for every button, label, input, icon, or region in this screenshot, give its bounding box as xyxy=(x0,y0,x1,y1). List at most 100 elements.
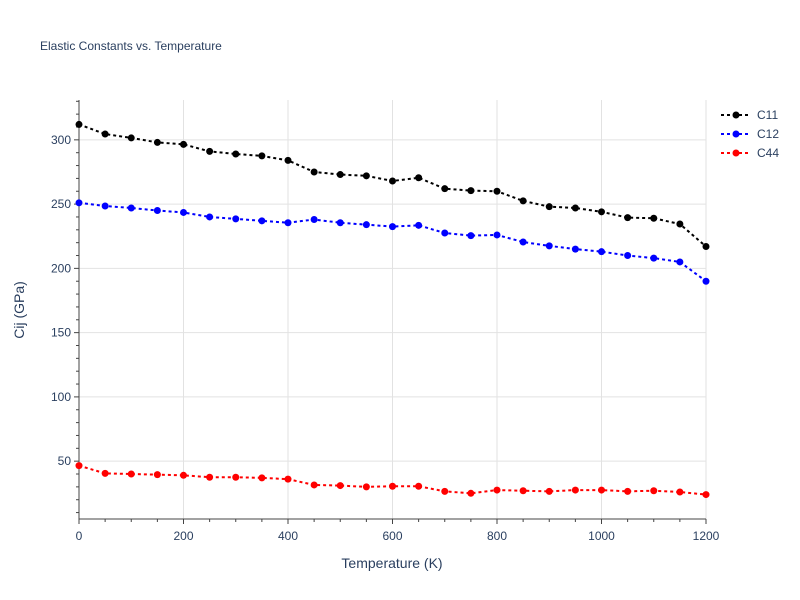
data-point xyxy=(702,277,710,285)
x-tick-label: 800 xyxy=(487,529,507,543)
series-c44 xyxy=(75,462,710,499)
data-point xyxy=(389,223,396,231)
y-axis-label: Cij (GPa) xyxy=(11,281,27,339)
data-point xyxy=(415,174,423,182)
data-point xyxy=(650,487,658,495)
legend-marker xyxy=(732,149,740,157)
data-point xyxy=(310,216,318,224)
legend-label: C12 xyxy=(757,127,779,141)
data-point xyxy=(389,482,396,490)
x-tick-label: 600 xyxy=(382,529,402,543)
x-tick-label: 400 xyxy=(278,529,298,543)
x-tick-label: 1000 xyxy=(588,529,615,543)
data-point xyxy=(493,231,501,239)
data-point xyxy=(75,199,83,207)
data-point xyxy=(545,203,553,211)
legend-item-c12[interactable]: C12 xyxy=(721,127,779,141)
data-point xyxy=(206,473,214,481)
data-point xyxy=(206,213,214,221)
data-point xyxy=(676,488,684,496)
y-tick-label: 50 xyxy=(58,454,72,468)
data-point xyxy=(415,221,423,229)
data-point xyxy=(75,120,83,128)
y-tick-label: 150 xyxy=(51,326,71,340)
data-point xyxy=(362,221,370,229)
legend-item-c44[interactable]: C44 xyxy=(721,146,779,160)
series-layer xyxy=(75,120,710,499)
data-point xyxy=(180,208,187,216)
data-point xyxy=(336,171,344,179)
data-point xyxy=(702,491,710,499)
tick-labels: 0 200 400 600 800 1000 1200 50 100 150 200 250 300 xyxy=(51,100,720,543)
x-axis-label: Temperature (K) xyxy=(341,555,442,571)
data-point xyxy=(258,217,266,225)
data-point xyxy=(493,486,501,494)
data-point xyxy=(232,473,240,481)
legend-marker xyxy=(732,130,740,138)
data-point xyxy=(180,471,187,479)
data-point xyxy=(101,202,109,210)
data-point xyxy=(284,156,292,164)
data-point xyxy=(310,481,318,489)
data-point xyxy=(127,470,135,478)
legend-label: C11 xyxy=(757,108,778,122)
data-point xyxy=(467,187,475,195)
data-point xyxy=(571,204,579,212)
data-point xyxy=(153,471,161,479)
data-point xyxy=(258,474,266,482)
y-tick-label: 200 xyxy=(51,261,71,275)
data-point xyxy=(284,475,292,483)
data-point xyxy=(127,204,135,212)
data-point xyxy=(519,197,527,205)
legend[interactable]: C11 C12 C44 xyxy=(721,108,779,160)
data-point xyxy=(232,215,240,223)
data-point xyxy=(75,462,83,470)
data-point xyxy=(571,486,579,494)
x-tick-label: 1200 xyxy=(693,529,720,543)
data-point xyxy=(441,487,449,495)
data-point xyxy=(650,214,658,222)
data-point xyxy=(519,487,527,495)
data-point xyxy=(101,469,109,477)
data-point xyxy=(153,207,161,215)
data-point xyxy=(206,147,214,155)
y-tick-label: 250 xyxy=(51,197,71,211)
y-tick-label: 100 xyxy=(51,390,71,404)
data-point xyxy=(545,487,553,495)
data-point xyxy=(624,252,632,260)
series-c12 xyxy=(75,199,710,285)
data-point xyxy=(598,486,605,494)
x-tick-label: 0 xyxy=(76,529,83,543)
data-point xyxy=(493,187,501,195)
data-point xyxy=(258,152,266,160)
data-point xyxy=(389,177,396,185)
data-point xyxy=(101,130,109,138)
data-point xyxy=(598,248,605,256)
data-point xyxy=(310,168,318,176)
data-point xyxy=(467,232,475,240)
data-point xyxy=(624,214,632,222)
data-point xyxy=(702,243,710,251)
series-c11 xyxy=(75,120,710,251)
data-point xyxy=(180,140,187,148)
data-point xyxy=(467,489,475,497)
data-point xyxy=(598,208,605,216)
grid xyxy=(79,100,707,519)
data-point xyxy=(441,185,449,193)
legend-item-c11[interactable]: C11 xyxy=(721,108,778,122)
chart-title: Elastic Constants vs. Temperature xyxy=(40,39,222,53)
x-tick-label: 200 xyxy=(173,529,193,543)
data-point xyxy=(362,483,370,491)
data-point xyxy=(650,254,658,262)
data-point xyxy=(676,258,684,266)
data-point xyxy=(153,138,161,146)
data-point xyxy=(362,172,370,180)
data-point xyxy=(284,219,292,227)
data-point xyxy=(415,482,423,490)
data-point xyxy=(519,238,527,246)
data-point xyxy=(624,487,632,495)
legend-label: C44 xyxy=(757,146,779,160)
data-point xyxy=(127,134,135,142)
data-point xyxy=(571,245,579,253)
